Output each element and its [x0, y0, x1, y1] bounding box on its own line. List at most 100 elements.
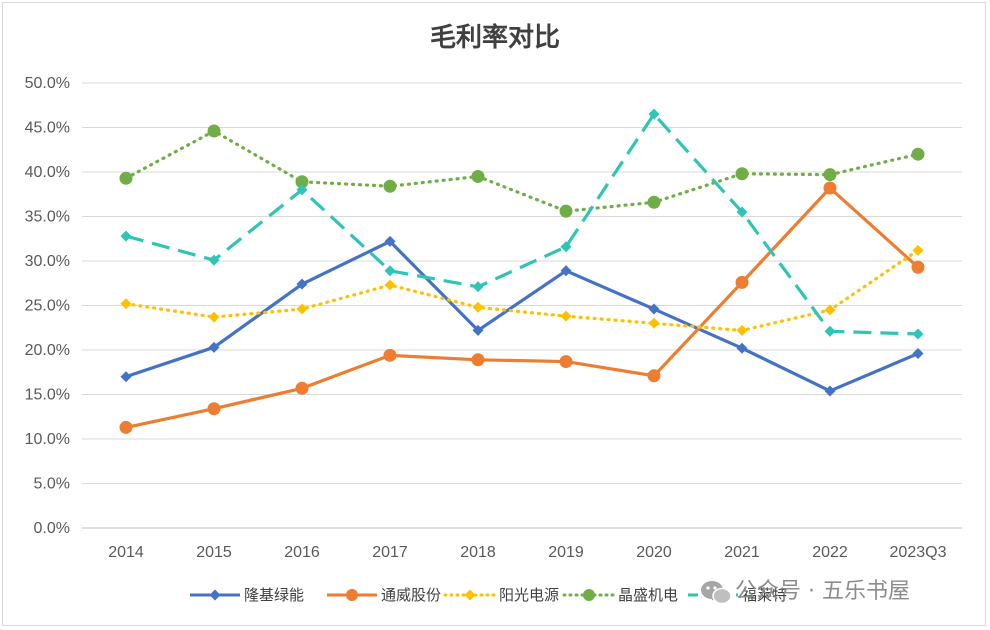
x-tick-label: 2019 [548, 544, 584, 561]
legend-marker [209, 589, 221, 601]
legend-marker [583, 589, 595, 601]
legend-marker [464, 589, 476, 601]
y-tick-label: 40.0% [25, 164, 70, 181]
data-point [384, 279, 396, 291]
series-line [124, 186, 920, 430]
data-point [120, 230, 132, 242]
series-4 [119, 124, 925, 218]
chart-title: 毛利率对比 [430, 22, 560, 53]
data-point [383, 179, 397, 193]
data-point [647, 195, 661, 209]
legend-item: 通威股份 [327, 586, 441, 604]
data-point [912, 328, 924, 340]
data-point [911, 147, 925, 161]
data-point [911, 260, 925, 274]
data-point [471, 169, 485, 183]
data-point [119, 420, 133, 434]
data-point [559, 355, 573, 369]
legend-item: 隆基绿能 [190, 586, 304, 604]
y-tick-label: 0.0% [34, 520, 70, 537]
data-point [736, 342, 748, 354]
data-point [119, 171, 133, 185]
data-point [735, 167, 749, 181]
data-point [472, 301, 484, 313]
data-point [912, 348, 924, 360]
data-point [736, 324, 748, 336]
series-line [124, 248, 920, 333]
data-point [208, 311, 220, 323]
data-point [120, 298, 132, 310]
data-point [296, 278, 308, 290]
y-axis: 0.0% 5.0% 10.0% 15.0% 20.0% 25.0% 30.0% 35.0% 40… [25, 75, 70, 537]
data-point [295, 175, 309, 189]
data-point [647, 369, 661, 383]
data-point [560, 241, 572, 253]
series-2 [119, 181, 925, 434]
legend: 隆基绿能 通威股份 阳光电源 晶盛机电 福莱特 [190, 586, 787, 604]
series-3 [120, 244, 924, 336]
data-point [648, 317, 660, 329]
x-tick-label: 2015 [196, 544, 232, 561]
data-point [471, 353, 485, 367]
data-point [208, 254, 220, 266]
data-point [295, 381, 309, 395]
wechat-icon [701, 581, 732, 605]
series-5 [120, 108, 924, 340]
data-point [912, 244, 924, 256]
data-point [384, 265, 396, 277]
x-tick-label: 2021 [724, 544, 760, 561]
legend-item: 晶盛机电 [562, 586, 678, 604]
data-point [824, 325, 836, 337]
legend-label: 通威股份 [381, 586, 441, 604]
x-tick-label: 2022 [812, 544, 848, 561]
series-1 [120, 235, 924, 397]
data-point [735, 275, 749, 289]
legend-label: 隆基绿能 [244, 586, 304, 604]
data-point [208, 341, 220, 353]
data-point [383, 348, 397, 362]
data-point [472, 324, 484, 336]
data-point [560, 265, 572, 277]
legend-item: 阳光电源 [443, 586, 559, 604]
data-point [648, 303, 660, 315]
data-point [207, 124, 221, 138]
data-point [824, 385, 836, 397]
x-axis: 2014 2015 2016 2017 2018 2019 2020 2021 2022 2023… [108, 544, 946, 561]
series-line [125, 112, 919, 336]
gridlines [82, 82, 962, 529]
y-tick-label: 5.0% [34, 476, 70, 493]
legend-marker [346, 589, 358, 601]
legend-label: 晶盛机电 [618, 586, 678, 604]
y-tick-label: 15.0% [25, 387, 70, 404]
y-tick-label: 50.0% [25, 75, 70, 92]
x-tick-label: 2018 [460, 544, 496, 561]
y-tick-label: 45.0% [25, 120, 70, 137]
y-tick-label: 10.0% [25, 431, 70, 448]
data-point [824, 304, 836, 316]
data-point [120, 371, 132, 383]
data-point [736, 206, 748, 218]
data-point [559, 204, 573, 218]
data-point [823, 168, 837, 182]
watermark-text: 公众号 · 五乐书屋 [735, 579, 910, 604]
y-tick-label: 25.0% [25, 298, 70, 315]
data-point [648, 108, 660, 120]
data-point [472, 281, 484, 293]
data-point [296, 303, 308, 315]
watermark: 公众号 · 五乐书屋 [701, 579, 910, 605]
data-point [560, 310, 572, 322]
y-tick-label: 35.0% [25, 209, 70, 226]
data-point [384, 235, 396, 247]
x-tick-label: 2017 [372, 544, 408, 561]
series-lines [119, 108, 925, 434]
series-line [124, 239, 920, 393]
y-tick-label: 30.0% [25, 253, 70, 270]
data-point [296, 184, 308, 196]
series-line [124, 129, 920, 213]
x-tick-label: 2014 [108, 544, 144, 561]
data-point [823, 181, 837, 195]
x-tick-label: 2020 [636, 544, 672, 561]
legend-label: 阳光电源 [499, 586, 559, 604]
x-tick-label: 2023Q3 [890, 544, 947, 561]
